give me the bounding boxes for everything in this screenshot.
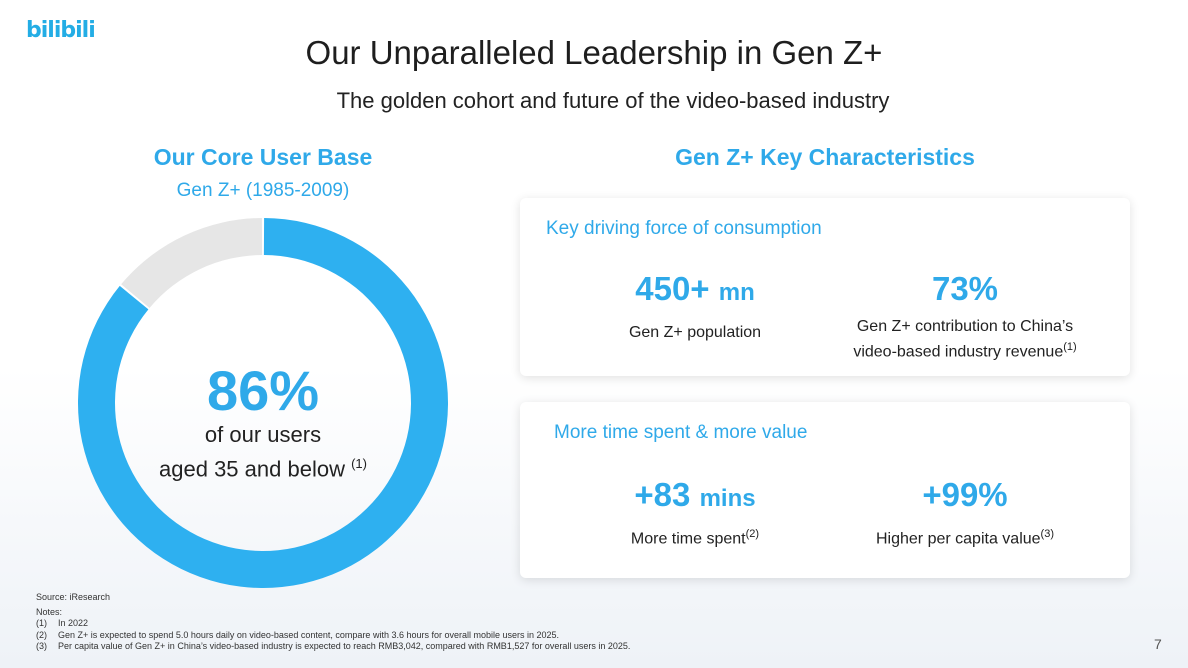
consumption-card: Key driving force of consumption 450+ mn…: [520, 198, 1130, 376]
time-spent-number: +83: [634, 476, 691, 513]
revenue-desc-line2: video-based industry revenue(1): [820, 337, 1110, 362]
time-spent-unit: mins: [699, 485, 756, 512]
time-value-card: More time spent & more value +83 mins Mo…: [520, 402, 1130, 578]
percentage-desc-line2: aged 35 and below (1): [78, 449, 448, 483]
population-unit: mn: [718, 279, 755, 306]
population-stat: 450+ mn Gen Z+ population: [550, 270, 840, 343]
percentage-desc-line1: of our users: [204, 422, 322, 447]
revenue-contribution-desc: Gen Z+ contribution to China’s video-bas…: [820, 316, 1110, 362]
page-title: Our Unparalleled Leadership in Gen Z+: [305, 34, 883, 71]
page-number: 7: [1154, 636, 1162, 652]
time-spent-stat: +83 mins More time spent(2): [550, 476, 840, 549]
percentage-desc-text: aged 35 and below: [159, 456, 345, 482]
per-capita-desc: Higher per capita value(3): [820, 524, 1110, 549]
donut-center-label: 86% of our users aged 35 and below (1): [78, 362, 448, 483]
population-number: 450+: [635, 270, 710, 307]
population-value: 450+ mn: [550, 270, 840, 308]
footnote-text: Per capita value of Gen Z+ in China’s vi…: [58, 641, 631, 651]
revenue-contribution-stat: 73% Gen Z+ contribution to China’s video…: [820, 270, 1110, 362]
time-spent-desc: More time spent(2): [550, 524, 840, 549]
source-note: Source: iResearch: [36, 592, 111, 602]
footnote-item: (1) In 2022: [36, 618, 630, 630]
footnote-number: (2): [36, 629, 47, 640]
big-percentage: 86%: [206, 359, 320, 422]
per-capita-stat: +99% Higher per capita value(3): [820, 476, 1110, 549]
footnote-number: (1): [36, 618, 47, 628]
footnote-text: Gen Z+ is expected to spend 5.0 hours da…: [58, 629, 560, 640]
footnote-ref: (1): [351, 456, 367, 471]
per-capita-value: +99%: [922, 476, 1008, 513]
donut-chart: [77, 218, 448, 588]
time-spent-value: +83 mins: [550, 476, 840, 514]
footnote-ref: (1): [1063, 341, 1077, 353]
page-subtitle: The golden cohort and future of the vide…: [336, 88, 890, 113]
notes-label: Notes:: [36, 606, 63, 617]
footnote-item: (3) Per capita value of Gen Z+ in China’…: [36, 641, 630, 653]
revenue-desc-line1: Gen Z+ contribution to China’s: [856, 318, 1074, 335]
core-user-base-heading: Our Core User Base: [153, 144, 373, 170]
donut-svg: [77, 218, 448, 588]
footnote-ref: (3): [1040, 528, 1054, 540]
footnote-number: (3): [36, 641, 47, 651]
footnotes: Source: iResearch Notes: (1) In 2022 (2)…: [36, 592, 630, 653]
population-desc: Gen Z+ population: [628, 324, 762, 341]
bilibili-logo: bilibili: [26, 18, 96, 43]
revenue-desc-text: video-based industry revenue: [853, 343, 1064, 361]
consumption-card-title: Key driving force of consumption: [546, 218, 822, 239]
revenue-contribution-value: 73%: [931, 270, 999, 307]
core-user-base-subheading: Gen Z+ (1985-2009): [176, 180, 350, 201]
time-spent-desc-text: More time spent: [630, 530, 746, 548]
key-characteristics-heading: Gen Z+ Key Characteristics: [675, 144, 975, 170]
donut-slice-other: [121, 218, 263, 308]
footnote-item: (2) Gen Z+ is expected to spend 5.0 hour…: [36, 630, 630, 642]
per-capita-desc-text: Higher per capita value: [876, 530, 1041, 548]
time-value-card-title: More time spent & more value: [554, 422, 808, 443]
footnote-ref: (2): [745, 528, 760, 540]
footnote-text: In 2022: [58, 618, 89, 628]
